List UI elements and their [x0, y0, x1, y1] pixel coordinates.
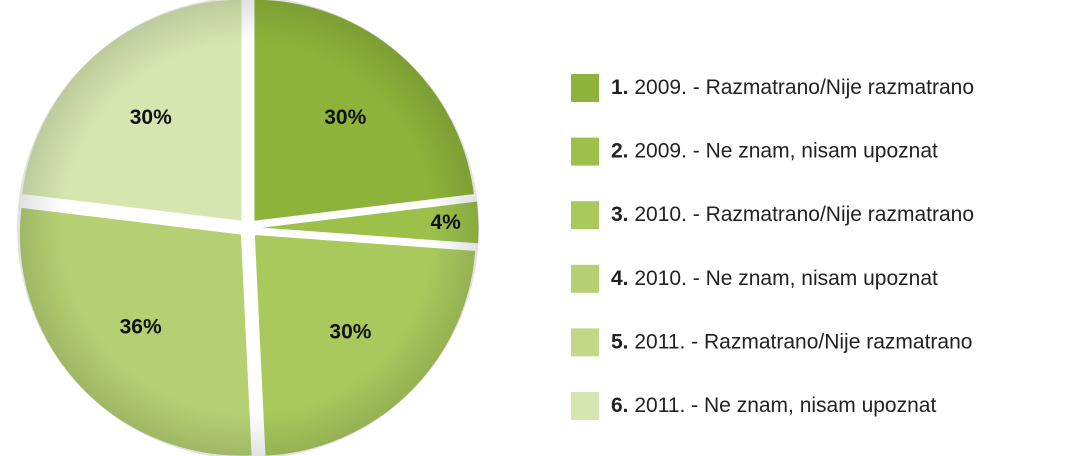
legend-label: 1. 2009. - Razmatrano/Nije razmatrano	[611, 76, 974, 99]
legend-swatch	[571, 74, 599, 102]
pie-slice	[253, 233, 477, 456]
value-label: 36%	[120, 315, 162, 338]
legend-swatch	[571, 137, 599, 166]
legend-label: 2. 2009. - Ne znam, nisam upoznat	[611, 139, 938, 162]
value-label: 30%	[329, 320, 371, 343]
legend-swatch	[571, 392, 599, 420]
legend-swatch	[571, 264, 599, 293]
legend-swatch	[571, 328, 599, 357]
value-label: 30%	[130, 106, 172, 129]
legend-label: 4. 2010. - Ne znam, nisam upoznat	[611, 266, 938, 289]
value-label: 30%	[324, 106, 366, 129]
legend-label: 6. 2011. - Ne znam, nisam upoznat	[611, 394, 936, 417]
value-label: 4%	[430, 211, 461, 234]
legend-label: 3. 2010. - Razmatrano/Nije razmatrano	[611, 203, 974, 226]
legend-swatch	[571, 201, 599, 230]
legend-label: 5. 2011. - Razmatrano/Nije razmatrano	[611, 330, 972, 353]
